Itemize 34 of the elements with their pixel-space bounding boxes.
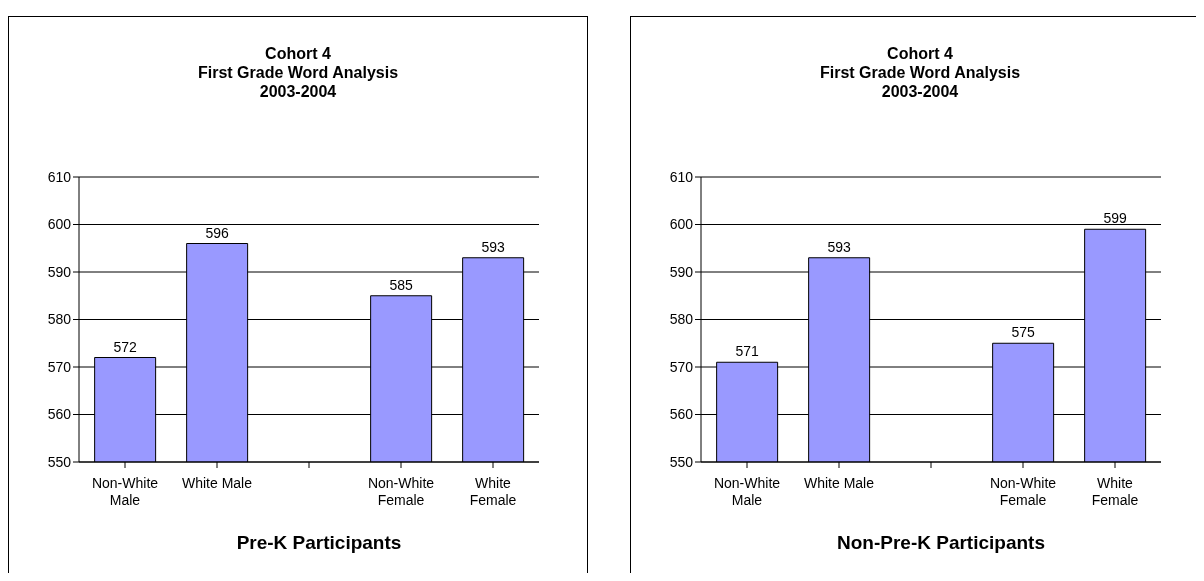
x-axis-title: Pre-K Participants xyxy=(235,532,403,554)
x-tick-label: Non-White Male xyxy=(713,475,781,508)
y-tick-label: 570 xyxy=(47,358,72,375)
data-label: 571 xyxy=(735,343,760,360)
data-label: 585 xyxy=(389,276,414,293)
x-tick-label: Non-White Female xyxy=(367,475,435,508)
y-tick-label: 610 xyxy=(47,168,72,185)
y-tick-label: 590 xyxy=(47,263,72,280)
y-tick-label: 570 xyxy=(669,358,694,375)
y-tick-label: 560 xyxy=(47,406,72,423)
data-label: 596 xyxy=(205,224,230,241)
x-tick-label: White Male xyxy=(181,475,253,491)
y-tick-label: 600 xyxy=(669,216,694,233)
x-tick-label: Non-White Male xyxy=(91,475,159,508)
y-tick-label: 580 xyxy=(47,311,72,328)
chart-title: Cohort 4 First Grade Word Analysis 2003-2004 xyxy=(818,44,1022,101)
data-label: 599 xyxy=(1103,210,1128,227)
x-tick-label: Non-White Female xyxy=(989,475,1057,508)
y-tick-label: 590 xyxy=(669,263,694,280)
x-tick-label: White Female xyxy=(1091,475,1139,508)
chart-title: Cohort 4 First Grade Word Analysis 2003-2004 xyxy=(196,44,400,101)
y-tick-label: 600 xyxy=(47,216,72,233)
x-tick-label: White Female xyxy=(469,475,517,508)
y-tick-label: 550 xyxy=(47,453,72,470)
data-label: 593 xyxy=(481,238,506,255)
y-tick-label: 580 xyxy=(669,311,694,328)
y-tick-label: 550 xyxy=(669,453,694,470)
y-tick-label: 610 xyxy=(669,168,694,185)
data-label: 572 xyxy=(113,338,138,355)
data-label: 593 xyxy=(827,238,852,255)
x-axis-title: Non-Pre-K Participants xyxy=(836,532,1046,554)
x-tick-label: White Male xyxy=(803,475,875,491)
y-tick-label: 560 xyxy=(669,406,694,423)
data-label: 575 xyxy=(1011,324,1036,341)
